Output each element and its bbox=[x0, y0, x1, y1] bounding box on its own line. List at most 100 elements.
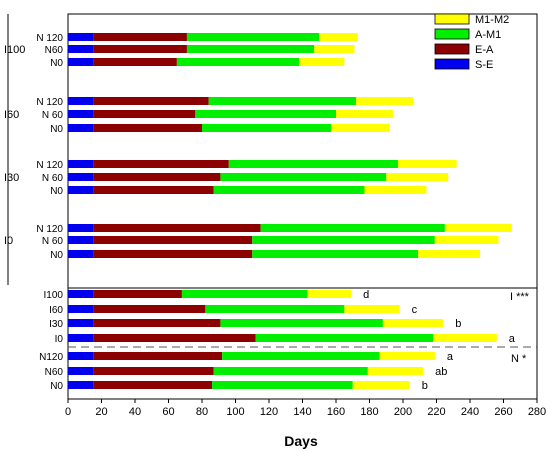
bar-label: N0 bbox=[50, 124, 63, 135]
bar-i30-2-seg-a-m1 bbox=[213, 186, 365, 194]
irrigation-mean-i30-seg-e-a bbox=[93, 319, 221, 327]
bar-label: N0 bbox=[50, 58, 63, 69]
nitrogen-mean-label: N120 bbox=[39, 352, 63, 363]
irrigation-mean-i0-seg-m1-m2 bbox=[433, 334, 497, 342]
bar-i30-1-seg-m1-m2 bbox=[386, 173, 449, 181]
irrigation-mean-i0-seg-s-e bbox=[68, 334, 94, 342]
bar-i0-1-seg-m1-m2 bbox=[434, 236, 499, 244]
bar-label: N60 bbox=[45, 45, 64, 56]
significance-letter: a bbox=[509, 333, 516, 345]
legend-swatch-m1-m2 bbox=[434, 13, 470, 25]
bar-i30-1-seg-a-m1 bbox=[220, 173, 387, 181]
x-tick-label: 280 bbox=[528, 406, 546, 418]
bar-i60-1-seg-a-m1 bbox=[195, 110, 336, 118]
x-tick-label: 100 bbox=[226, 406, 244, 418]
x-tick-label: 180 bbox=[360, 406, 378, 418]
bar-i100-0-seg-s-e bbox=[68, 33, 94, 41]
bar-i60-2-seg-a-m1 bbox=[202, 124, 331, 132]
x-tick-label: 140 bbox=[293, 406, 311, 418]
bar-i30-0-seg-a-m1 bbox=[228, 160, 398, 168]
x-tick-label: 160 bbox=[327, 406, 345, 418]
legend-swatch-e-a bbox=[434, 43, 470, 55]
bar-i0-2-seg-m1-m2 bbox=[418, 250, 481, 258]
bar-i0-0-seg-e-a bbox=[93, 224, 261, 232]
x-tick-label: 240 bbox=[461, 406, 479, 418]
bar-i100-1-seg-s-e bbox=[68, 45, 94, 53]
bar-i100-2-seg-m1-m2 bbox=[299, 58, 345, 66]
bar-i60-1-seg-s-e bbox=[68, 110, 94, 118]
bar-label: N 60 bbox=[42, 110, 64, 121]
nitrogen-mean-n120-seg-a-m1 bbox=[222, 352, 380, 360]
bar-i0-1-seg-e-a bbox=[93, 236, 253, 244]
nitrogen-mean-n120-seg-e-a bbox=[93, 352, 223, 360]
nitrogen-mean-n0-seg-s-e bbox=[68, 381, 94, 389]
irrigation-mean-label: I60 bbox=[49, 305, 63, 316]
nitrogen-mean-n120-seg-s-e bbox=[68, 352, 94, 360]
bar-label: N 120 bbox=[36, 160, 63, 171]
bar-i30-2-seg-e-a bbox=[93, 186, 214, 194]
bar-i60-1-seg-m1-m2 bbox=[336, 110, 393, 118]
irrigation-mean-i100-seg-e-a bbox=[93, 290, 182, 298]
bar-i100-2-seg-e-a bbox=[93, 58, 177, 66]
irrigation-mean-label: I100 bbox=[44, 290, 64, 301]
bar-i60-0-seg-e-a bbox=[93, 97, 209, 105]
irrigation-mean-i60-seg-a-m1 bbox=[205, 305, 345, 313]
nitrogen-mean-label: N0 bbox=[50, 381, 63, 392]
bar-label: N0 bbox=[50, 250, 63, 261]
irrigation-mean-i60-seg-s-e bbox=[68, 305, 94, 313]
bar-i100-1-seg-m1-m2 bbox=[314, 45, 355, 53]
irrigation-mean-label: I30 bbox=[49, 319, 63, 330]
bar-i100-0-seg-a-m1 bbox=[186, 33, 320, 41]
bar-i60-0-seg-m1-m2 bbox=[356, 97, 414, 105]
group-label-i100: I100 bbox=[4, 44, 25, 56]
nitrogen-mean-n0-seg-m1-m2 bbox=[352, 381, 410, 389]
x-tick-label: 20 bbox=[95, 406, 107, 418]
x-tick-label: 0 bbox=[65, 406, 71, 418]
legend-swatch-a-m1 bbox=[434, 28, 470, 40]
legend-label: E-A bbox=[475, 44, 494, 56]
bar-i0-2-seg-e-a bbox=[93, 250, 253, 258]
irrigation-mean-i100-seg-m1-m2 bbox=[307, 290, 352, 298]
bar-i30-0-seg-e-a bbox=[93, 160, 229, 168]
nitrogen-mean-n60-seg-s-e bbox=[68, 367, 94, 375]
irrigation-mean-i100-seg-s-e bbox=[68, 290, 94, 298]
bar-i0-1-seg-a-m1 bbox=[252, 236, 435, 244]
x-tick-label: 200 bbox=[394, 406, 412, 418]
nitrogen-mean-n60-seg-m1-m2 bbox=[367, 367, 424, 375]
legend-label: A-M1 bbox=[475, 29, 501, 41]
x-tick-label: 80 bbox=[196, 406, 208, 418]
irrigation-mean-i100-seg-a-m1 bbox=[181, 290, 308, 298]
bar-label: N 120 bbox=[36, 33, 63, 44]
nitrogen-mean-n60-seg-a-m1 bbox=[213, 367, 368, 375]
nitrogen-mean-n0-seg-e-a bbox=[93, 381, 213, 389]
bar-i30-2-seg-s-e bbox=[68, 186, 94, 194]
nitrogen-mean-n0-seg-a-m1 bbox=[212, 381, 353, 389]
nitrogen-mean-n120-seg-m1-m2 bbox=[379, 352, 435, 360]
bar-label: N 120 bbox=[36, 224, 63, 235]
bar-i60-2-seg-s-e bbox=[68, 124, 94, 132]
bar-i60-0-seg-s-e bbox=[68, 97, 94, 105]
bar-i30-1-seg-s-e bbox=[68, 173, 94, 181]
bar-i0-0-seg-s-e bbox=[68, 224, 94, 232]
x-tick-label: 120 bbox=[260, 406, 278, 418]
irrigation-mean-i30-seg-s-e bbox=[68, 319, 94, 327]
bar-i100-1-seg-e-a bbox=[93, 45, 187, 53]
bar-label: N 120 bbox=[36, 97, 63, 108]
bar-i0-0-seg-m1-m2 bbox=[444, 224, 512, 232]
irrigation-mean-i30-seg-m1-m2 bbox=[382, 319, 444, 327]
nitrogen-mean-label: N60 bbox=[45, 367, 64, 378]
bar-i100-2-seg-s-e bbox=[68, 58, 94, 66]
bar-i60-0-seg-a-m1 bbox=[208, 97, 357, 105]
bar-i30-1-seg-e-a bbox=[93, 173, 221, 181]
bar-i0-2-seg-a-m1 bbox=[252, 250, 419, 258]
significance-letter: ab bbox=[435, 366, 447, 378]
nitrogen-mean-n60-seg-e-a bbox=[93, 367, 214, 375]
irrigation-mean-i60-seg-m1-m2 bbox=[344, 305, 400, 313]
bar-i30-2-seg-m1-m2 bbox=[364, 186, 427, 194]
bar-i100-1-seg-a-m1 bbox=[186, 45, 315, 53]
significance-letter: b bbox=[455, 318, 461, 330]
bar-label: N0 bbox=[50, 186, 63, 197]
significance-letter: d bbox=[363, 289, 369, 301]
bar-label: N 60 bbox=[42, 236, 64, 247]
